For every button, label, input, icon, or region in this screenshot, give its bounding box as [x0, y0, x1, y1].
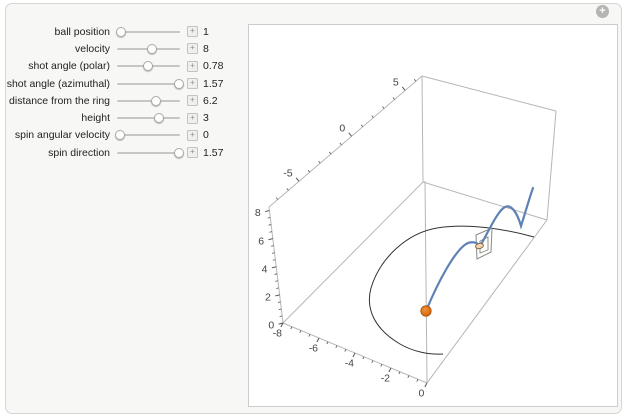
slider-row: distance from the ring +6.2 — [6, 92, 246, 109]
slider-row: ball position +1 — [6, 23, 246, 40]
slider-value: 6.2 — [203, 94, 218, 107]
slider-thumb[interactable] — [173, 78, 184, 89]
slider-track-line[interactable] — [117, 117, 180, 120]
slider-track[interactable] — [117, 60, 180, 72]
slider-label: spin angular velocity — [14, 129, 110, 142]
slider-label: shot angle (polar) — [28, 60, 110, 73]
slider-row: velocity +8 — [6, 40, 246, 57]
slider-stepper-button[interactable]: + — [187, 43, 198, 55]
slider-stepper-button[interactable]: + — [187, 95, 198, 107]
slider-track[interactable] — [117, 112, 180, 124]
slider-stepper-button[interactable]: + — [187, 26, 198, 38]
slider-stepper-button[interactable]: + — [187, 60, 198, 72]
slider-label: distance from the ring — [9, 94, 110, 107]
slider-row: shot angle (polar) +0.78 — [6, 58, 246, 75]
slider-value: 3 — [203, 112, 209, 125]
slider-value: 1 — [203, 25, 209, 38]
slider-thumb[interactable] — [147, 43, 158, 54]
slider-stepper-button[interactable]: + — [187, 147, 198, 159]
slider-track[interactable] — [117, 43, 180, 55]
slider-track-line[interactable] — [117, 82, 180, 85]
slider-track-line[interactable] — [117, 151, 180, 154]
slider-label: shot angle (azimuthal) — [6, 77, 110, 90]
slider-stepper-button[interactable]: + — [187, 112, 198, 124]
slider-thumb[interactable] — [153, 113, 164, 124]
slider-track-line[interactable] — [117, 30, 180, 33]
manipulate-plus-button[interactable]: + — [596, 5, 609, 18]
slider-value: 0 — [203, 129, 209, 142]
slider-label: velocity — [74, 42, 110, 55]
slider-value: 1.57 — [203, 146, 224, 159]
controls-panel: ball position +1 velocity +8 shot angle (pol… — [6, 23, 246, 161]
slider-thumb[interactable] — [151, 95, 162, 106]
slider-thumb[interactable] — [142, 61, 153, 72]
slider-thumb[interactable] — [173, 147, 184, 158]
slider-track[interactable] — [117, 78, 184, 90]
slider-thumb[interactable] — [115, 26, 126, 37]
slider-row: spin angular velocity +0 — [6, 127, 246, 144]
plot-panel[interactable] — [248, 24, 618, 407]
slider-thumb[interactable] — [115, 130, 126, 141]
slider-track[interactable] — [117, 95, 180, 107]
slider-value: 8 — [203, 42, 209, 55]
slider-track-line[interactable] — [117, 134, 180, 137]
slider-track[interactable] — [115, 26, 180, 38]
slider-stepper-button[interactable]: + — [187, 78, 198, 90]
slider-row: shot angle (azimuthal) +1.57 — [6, 75, 246, 92]
slider-value: 0.78 — [203, 60, 224, 73]
slider-label: ball position — [54, 25, 110, 38]
slider-track-line[interactable] — [117, 99, 180, 102]
slider-value: 1.57 — [203, 77, 224, 90]
slider-track[interactable] — [115, 129, 180, 141]
slider-row: height +3 — [6, 109, 246, 126]
slider-label: height — [81, 112, 110, 125]
slider-row: spin direction +1.57 — [6, 144, 246, 161]
slider-stepper-button[interactable]: + — [187, 129, 198, 141]
slider-label: spin direction — [48, 146, 110, 159]
slider-track[interactable] — [117, 147, 184, 159]
